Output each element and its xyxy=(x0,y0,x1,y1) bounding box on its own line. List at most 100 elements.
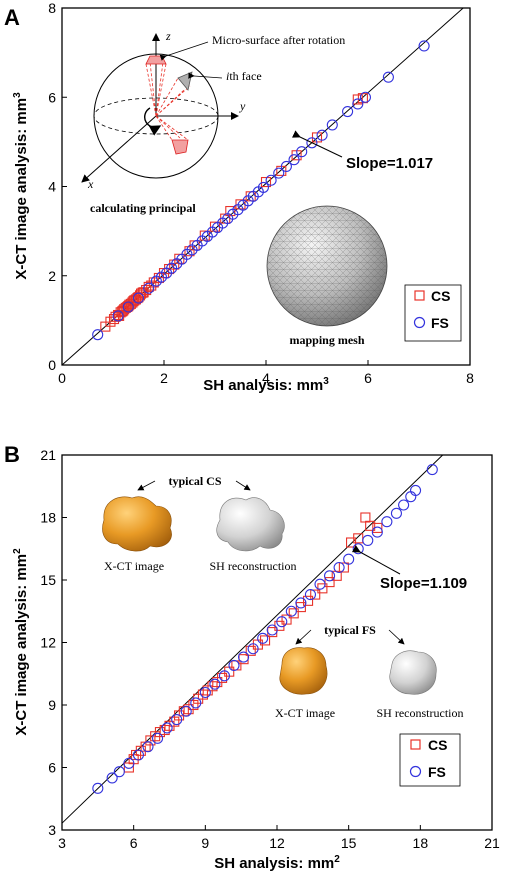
data-point-fs xyxy=(257,632,269,644)
panel-a-slope-label: Slope=1.017 xyxy=(346,155,433,172)
data-point-fs xyxy=(218,670,230,682)
data-point-cs xyxy=(169,259,180,270)
x-tick-label: 8 xyxy=(466,370,474,386)
y-tick-label: 2 xyxy=(48,268,56,284)
cs-sh-reconstruction-particle xyxy=(216,497,285,552)
y-tick-label: 15 xyxy=(40,572,56,588)
data-point-fs xyxy=(381,516,393,528)
data-point-fs xyxy=(132,292,145,304)
x-tick-label: 6 xyxy=(130,835,138,851)
data-point-cs xyxy=(310,589,321,600)
data-point-cs xyxy=(184,246,195,257)
panel-b-y-tick-labels: 3 6 9 12 15 18 21 xyxy=(40,447,67,838)
x-tick-label: 12 xyxy=(269,835,285,851)
data-point-fs xyxy=(314,578,326,590)
data-point-fs xyxy=(123,757,135,769)
panel-b-slope-arrow xyxy=(351,545,401,575)
x-tick-label: 2 xyxy=(160,370,168,386)
data-point-fs xyxy=(304,589,316,601)
data-point-fs xyxy=(247,643,259,655)
data-point-cs xyxy=(134,290,146,301)
panel-b-legend-fs: FS xyxy=(428,764,446,780)
panel-a-legend-fs-marker xyxy=(413,316,426,329)
data-point-fs xyxy=(316,129,328,141)
panel-a-rotation-diagram: z y x xyxy=(81,29,246,191)
data-point-fs xyxy=(390,507,402,519)
panel-a: A 0 2 4 6 8 0 2 4 6 8 SH analysis: mm3 X-CT imag… xyxy=(4,0,474,394)
panel-a-y-tick-labels: 0 2 4 6 8 xyxy=(48,0,67,373)
data-point-cs xyxy=(288,608,299,619)
y-tick-label: 18 xyxy=(40,510,56,526)
typical-fs-label: typical FS xyxy=(324,623,376,637)
data-point-fs xyxy=(371,526,383,538)
data-point-fs xyxy=(418,40,430,52)
data-point-fs xyxy=(257,181,270,193)
panel-a-legend-cs-marker xyxy=(414,290,425,301)
data-point-fs xyxy=(180,705,192,717)
data-point-fs xyxy=(288,154,300,166)
data-point-cs xyxy=(217,672,228,683)
data-point-fs xyxy=(333,561,345,574)
axis-y-label: y xyxy=(239,99,246,113)
data-point-cs xyxy=(260,635,271,646)
data-point-fs xyxy=(266,624,278,636)
principal-label: calculating principal xyxy=(90,201,196,215)
data-point-fs xyxy=(306,137,318,149)
typical-cs-label: typical CS xyxy=(168,474,221,488)
axis-z-label: z xyxy=(165,29,171,43)
data-point-fs xyxy=(343,553,355,565)
data-point-fs xyxy=(342,105,354,118)
data-point-fs xyxy=(112,310,124,322)
panel-a-legend xyxy=(404,284,462,342)
panel-b-legend-cs: CS xyxy=(428,737,447,753)
data-point-cs xyxy=(338,562,349,573)
data-point-fs xyxy=(171,714,183,726)
x-tick-label: 0 xyxy=(58,370,66,386)
data-point-cs xyxy=(360,512,371,523)
data-point-fs xyxy=(352,543,364,555)
data-point-fs xyxy=(410,484,422,496)
data-point-cs xyxy=(260,176,272,188)
x-tick-label: 6 xyxy=(364,370,372,386)
panel-a-slope-arrow xyxy=(291,130,343,158)
panel-b-letter: B xyxy=(4,442,20,467)
x-tick-label: 9 xyxy=(201,835,209,851)
y-tick-label: 6 xyxy=(48,89,56,105)
cs-xct-particle xyxy=(102,496,172,552)
fs-xct-label: X-CT image xyxy=(275,706,335,720)
data-point-fs xyxy=(132,749,144,761)
panel-a-legend-fs: FS xyxy=(431,315,449,331)
data-point-fs xyxy=(199,686,211,699)
data-point-cs xyxy=(365,520,376,531)
x-tick-label: 4 xyxy=(262,370,270,386)
panel-b-y-axis-title: X-CT image analysis: mm2 xyxy=(12,548,30,736)
y-tick-label: 0 xyxy=(48,357,56,373)
data-point-fs xyxy=(209,678,221,690)
data-point-fs xyxy=(359,91,372,103)
panel-b-fs-series xyxy=(92,464,438,794)
data-point-fs xyxy=(92,782,104,794)
data-point-fs xyxy=(276,616,288,628)
axis-x-label: x xyxy=(87,177,94,191)
data-point-fs xyxy=(398,499,410,511)
x-tick-label: 3 xyxy=(58,835,66,851)
data-point-fs xyxy=(228,659,240,671)
panel-b-x-tick-labels: 3 6 9 12 15 18 21 xyxy=(58,825,500,851)
data-point-cs xyxy=(352,94,363,105)
data-point-cs xyxy=(225,205,236,217)
fs-sh-label: SH reconstruction xyxy=(377,706,464,720)
data-point-fs xyxy=(426,464,438,476)
data-point-fs xyxy=(106,772,118,784)
data-point-fs xyxy=(324,570,336,582)
data-point-fs xyxy=(280,160,292,172)
data-point-fs xyxy=(265,174,277,186)
cs-xct-label: X-CT image xyxy=(104,559,164,573)
data-point-fs xyxy=(326,119,338,131)
x-tick-label: 15 xyxy=(341,835,357,851)
data-point-fs xyxy=(152,732,164,744)
data-point-fs xyxy=(190,697,202,709)
panel-b-fit-line xyxy=(61,454,444,824)
y-tick-label: 4 xyxy=(48,179,56,195)
panel-b-slope-label: Slope=1.109 xyxy=(380,575,467,592)
